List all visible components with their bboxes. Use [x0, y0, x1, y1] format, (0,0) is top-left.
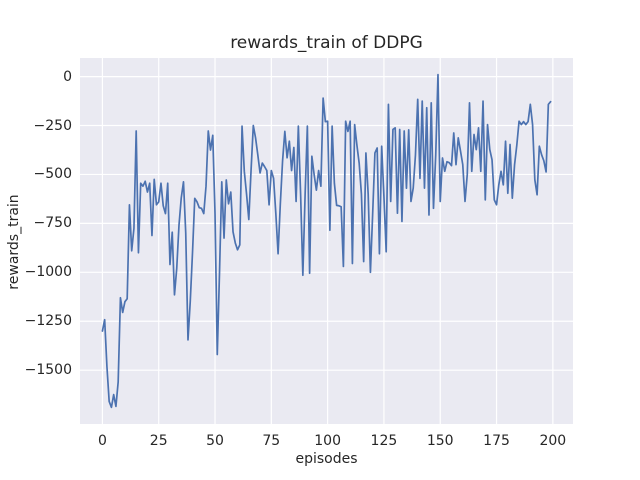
- y-tick-label: −1500: [24, 362, 72, 379]
- x-tick-label: 50: [206, 433, 224, 449]
- x-tick-label: 25: [149, 433, 168, 449]
- y-tick-label: −500: [33, 166, 72, 183]
- y-tick-label: 0: [63, 68, 72, 85]
- y-tick-label: −750: [33, 215, 72, 232]
- x-tick-label: 0: [97, 433, 107, 449]
- x-axis-label: episodes: [295, 451, 358, 467]
- x-tick-label: 175: [483, 433, 510, 449]
- x-tick-label: 75: [262, 433, 281, 449]
- x-tick-label: 200: [539, 433, 567, 449]
- x-tick-label: 125: [370, 433, 398, 449]
- x-tick-label: 150: [426, 433, 454, 449]
- y-tick-label: −250: [33, 117, 72, 134]
- y-tick-label: −1250: [24, 313, 72, 330]
- gridlines: [80, 58, 573, 424]
- chart-title: rewards_train of DDPG: [230, 33, 423, 53]
- rewards-line: [101, 73, 552, 409]
- x-tick-label: 100: [314, 433, 341, 449]
- y-tick-label: −1000: [24, 264, 72, 281]
- plot-area: [80, 58, 573, 424]
